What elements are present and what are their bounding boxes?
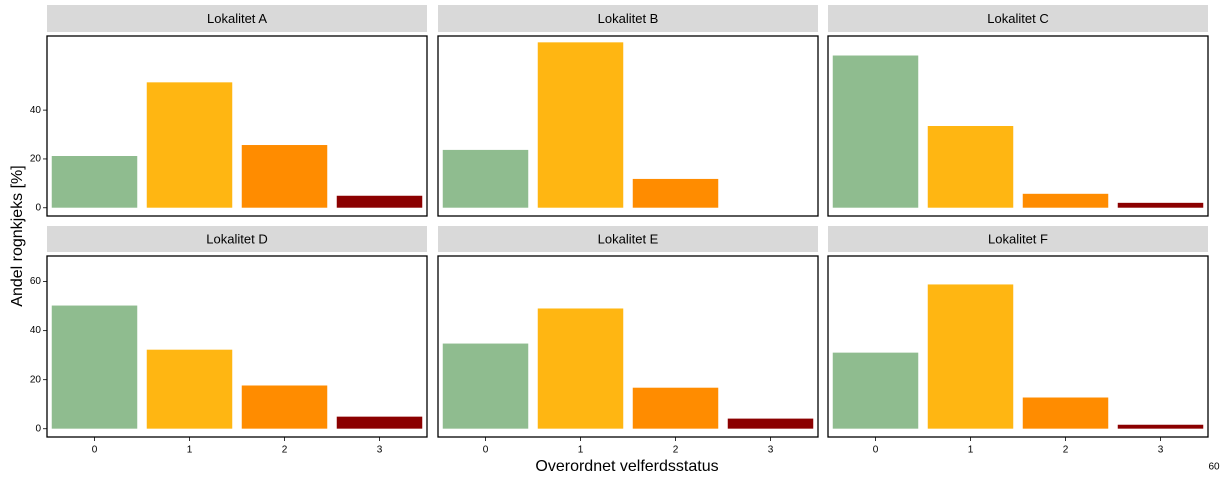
bar <box>927 126 1014 208</box>
facet-strip <box>828 226 1208 252</box>
bar <box>927 284 1014 429</box>
bar <box>1022 397 1109 429</box>
y-axis-label: Andel rognkjeks [%] <box>9 165 26 306</box>
bar <box>146 349 233 429</box>
bar <box>1022 193 1109 208</box>
y-tick-label: 40 <box>30 325 42 336</box>
bar <box>832 352 919 429</box>
bar <box>51 305 138 429</box>
y-tick-label: 40 <box>30 105 42 116</box>
bar <box>442 343 529 429</box>
x-tick-label: 0 <box>483 445 489 456</box>
x-tick-label: 3 <box>377 445 383 456</box>
facet-title: Lokalitet B <box>598 11 659 26</box>
panel-border <box>437 255 819 438</box>
facet-strip <box>438 5 818 32</box>
facet-strip <box>438 226 818 252</box>
x-tick-label: 3 <box>768 445 774 456</box>
bar <box>146 82 233 208</box>
bar <box>537 308 624 429</box>
bar <box>832 55 919 208</box>
panel-border <box>46 35 428 217</box>
x-tick-label: 1 <box>578 445 584 456</box>
bar <box>632 178 719 208</box>
y-tick-label: 0 <box>35 423 41 434</box>
bar <box>1117 202 1204 208</box>
panel-border <box>827 35 1209 217</box>
x-tick-label: 0 <box>873 445 879 456</box>
y-tick-label: 60 <box>30 276 42 287</box>
facet-title: Lokalitet D <box>206 231 267 246</box>
x-tick-label: 1 <box>187 445 193 456</box>
facet-title: Lokalitet F <box>988 231 1048 246</box>
corner-text: 60 <box>1208 462 1220 473</box>
facet-strip <box>47 5 427 32</box>
bar <box>336 195 423 208</box>
bar <box>336 416 423 429</box>
bar <box>1117 424 1204 429</box>
y-tick-label: 20 <box>30 374 42 385</box>
bar <box>442 149 529 208</box>
facet-strip <box>828 5 1208 32</box>
bar <box>241 145 328 208</box>
facet-strip <box>47 226 427 252</box>
bar <box>537 42 624 208</box>
x-tick-label: 2 <box>1063 445 1069 456</box>
bar <box>727 418 814 429</box>
x-tick-label: 2 <box>673 445 679 456</box>
panel-border <box>437 35 819 217</box>
panel-border <box>827 255 1209 438</box>
panel-border <box>46 255 428 438</box>
facet-title: Lokalitet C <box>987 11 1048 26</box>
facet-title: Lokalitet E <box>598 231 659 246</box>
x-tick-label: 1 <box>968 445 974 456</box>
bar <box>241 385 328 429</box>
y-tick-label: 20 <box>30 154 42 165</box>
x-tick-label: 2 <box>282 445 288 456</box>
x-tick-label: 3 <box>1158 445 1164 456</box>
x-axis-label: Overordnet velferdsstatus <box>535 458 718 475</box>
bar <box>632 387 719 429</box>
y-tick-label: 0 <box>35 202 41 213</box>
bar <box>51 156 138 208</box>
x-tick-label: 0 <box>92 445 98 456</box>
facet-title: Lokalitet A <box>207 11 267 26</box>
